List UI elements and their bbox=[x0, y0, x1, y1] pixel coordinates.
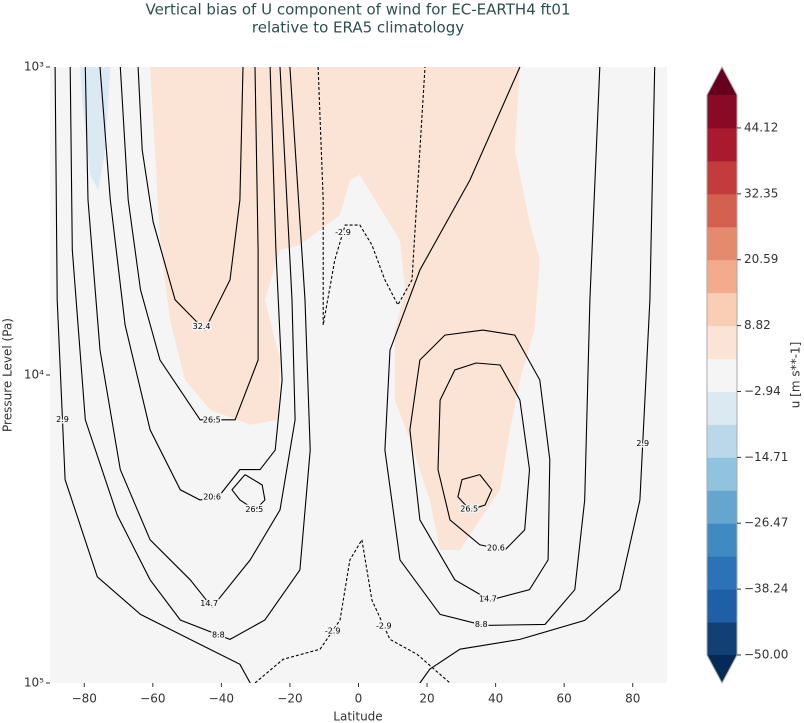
x-tick-label: 40 bbox=[488, 692, 503, 706]
contour-label: 20.6 bbox=[203, 492, 221, 501]
y-tick-label: 10⁴ bbox=[24, 368, 44, 382]
colorbar-bin bbox=[707, 160, 737, 195]
colorbar-bin bbox=[707, 622, 737, 656]
colorbar-bin bbox=[707, 358, 737, 392]
colorbar-bin bbox=[707, 424, 737, 458]
plot-area: 32.4 26.5 20.6 26.5 14.7 8.8 2.9 26.5 20.6 14.7 8.… bbox=[50, 67, 667, 683]
contour-line bbox=[254, 539, 363, 683]
contour-label: 26.5 bbox=[460, 505, 478, 514]
x-tick-label: −40 bbox=[209, 692, 234, 706]
contour-label: 8.8 bbox=[212, 630, 225, 639]
colorbar-tick-label: 44.12 bbox=[744, 120, 778, 134]
colorbar-over bbox=[707, 67, 737, 95]
contour-line bbox=[457, 474, 493, 511]
contour-line bbox=[409, 329, 551, 601]
colorbar-bin bbox=[707, 95, 737, 129]
contour-label: 14.7 bbox=[200, 599, 218, 608]
colorbar: −50.00 −38.24 −26.47 −14.71 −2.94 8.82 20.59 32… bbox=[706, 65, 788, 685]
colorbar-bin bbox=[707, 193, 737, 228]
contour-line bbox=[137, 67, 244, 332]
contour-label: 20.6 bbox=[487, 544, 505, 553]
contour-label: 26.5 bbox=[245, 505, 263, 514]
x-tick-label: 0 bbox=[355, 692, 363, 706]
colorbar-bin bbox=[707, 523, 737, 557]
axes: −80 −60 −40 −20 0 20 40 60 80 10³ 10⁴ 10⁵ bbox=[24, 60, 640, 706]
contour-line bbox=[231, 474, 266, 511]
x-tick-label: −80 bbox=[72, 692, 97, 706]
colorbar-bin bbox=[707, 589, 737, 623]
y-tick-label: 10⁵ bbox=[24, 676, 44, 690]
y-axis-label: Pressure Level (Pa) bbox=[1, 318, 15, 432]
contour-label: 26.5 bbox=[203, 415, 221, 424]
colorbar-bin bbox=[707, 391, 737, 425]
contour-line bbox=[419, 67, 656, 683]
colorbar-tick-label: 8.82 bbox=[744, 318, 771, 332]
contour-label: 2.9 bbox=[56, 415, 69, 424]
colorbar-bin bbox=[707, 556, 737, 590]
x-tick-label: 80 bbox=[625, 692, 640, 706]
contour-line bbox=[54, 67, 251, 683]
contour-line bbox=[99, 67, 283, 501]
colorbar-tick-label: −50.00 bbox=[744, 648, 788, 662]
colorbar-tick-label: −38.24 bbox=[744, 582, 788, 596]
colorbar-bin bbox=[707, 490, 737, 524]
contour-line bbox=[119, 67, 259, 421]
colorbar-label: u [m s**-1] bbox=[789, 342, 803, 409]
contour-line bbox=[361, 539, 451, 683]
colorbar-under bbox=[707, 655, 737, 683]
contour-line bbox=[69, 67, 311, 641]
contour-label: 2.9 bbox=[636, 439, 649, 448]
colorbar-bin bbox=[707, 226, 737, 261]
x-tick-label: 60 bbox=[557, 692, 572, 706]
contour-line bbox=[437, 362, 531, 551]
colorbar-bin bbox=[707, 259, 737, 294]
contour-label: 32.4 bbox=[193, 322, 211, 331]
contour-line bbox=[384, 67, 601, 626]
chart-subtitle: relative to ERA5 climatology bbox=[252, 19, 464, 37]
x-tick-label: −60 bbox=[140, 692, 165, 706]
colorbar-bin bbox=[707, 127, 737, 162]
contour-line bbox=[84, 67, 296, 609]
colorbar-bin bbox=[707, 325, 737, 360]
contour-label: -2.9 bbox=[325, 626, 341, 635]
contour-label: -2.9 bbox=[376, 621, 392, 630]
colorbar-tick-label: 20.59 bbox=[744, 252, 778, 266]
colorbar-tick-label: −14.71 bbox=[744, 450, 788, 464]
contour-label: 14.7 bbox=[479, 595, 497, 604]
x-axis-label: Latitude bbox=[333, 710, 382, 723]
x-tick-label: −20 bbox=[277, 692, 302, 706]
x-tick-label: 20 bbox=[419, 692, 434, 706]
y-tick-label: 10³ bbox=[24, 60, 44, 74]
chart-title: Vertical bias of U component of wind for… bbox=[145, 1, 570, 19]
contour-label: -2.9 bbox=[335, 228, 351, 237]
contour-line bbox=[317, 67, 426, 326]
colorbar-bin bbox=[707, 292, 737, 327]
filled-region bbox=[150, 67, 540, 550]
colorbar-tick-label: −2.94 bbox=[744, 384, 781, 398]
colorbar-tick-label: 32.35 bbox=[744, 186, 778, 200]
colorbar-tick-label: −26.47 bbox=[744, 516, 788, 530]
contour-label: 8.8 bbox=[475, 620, 488, 629]
colorbar-bin bbox=[707, 457, 737, 491]
